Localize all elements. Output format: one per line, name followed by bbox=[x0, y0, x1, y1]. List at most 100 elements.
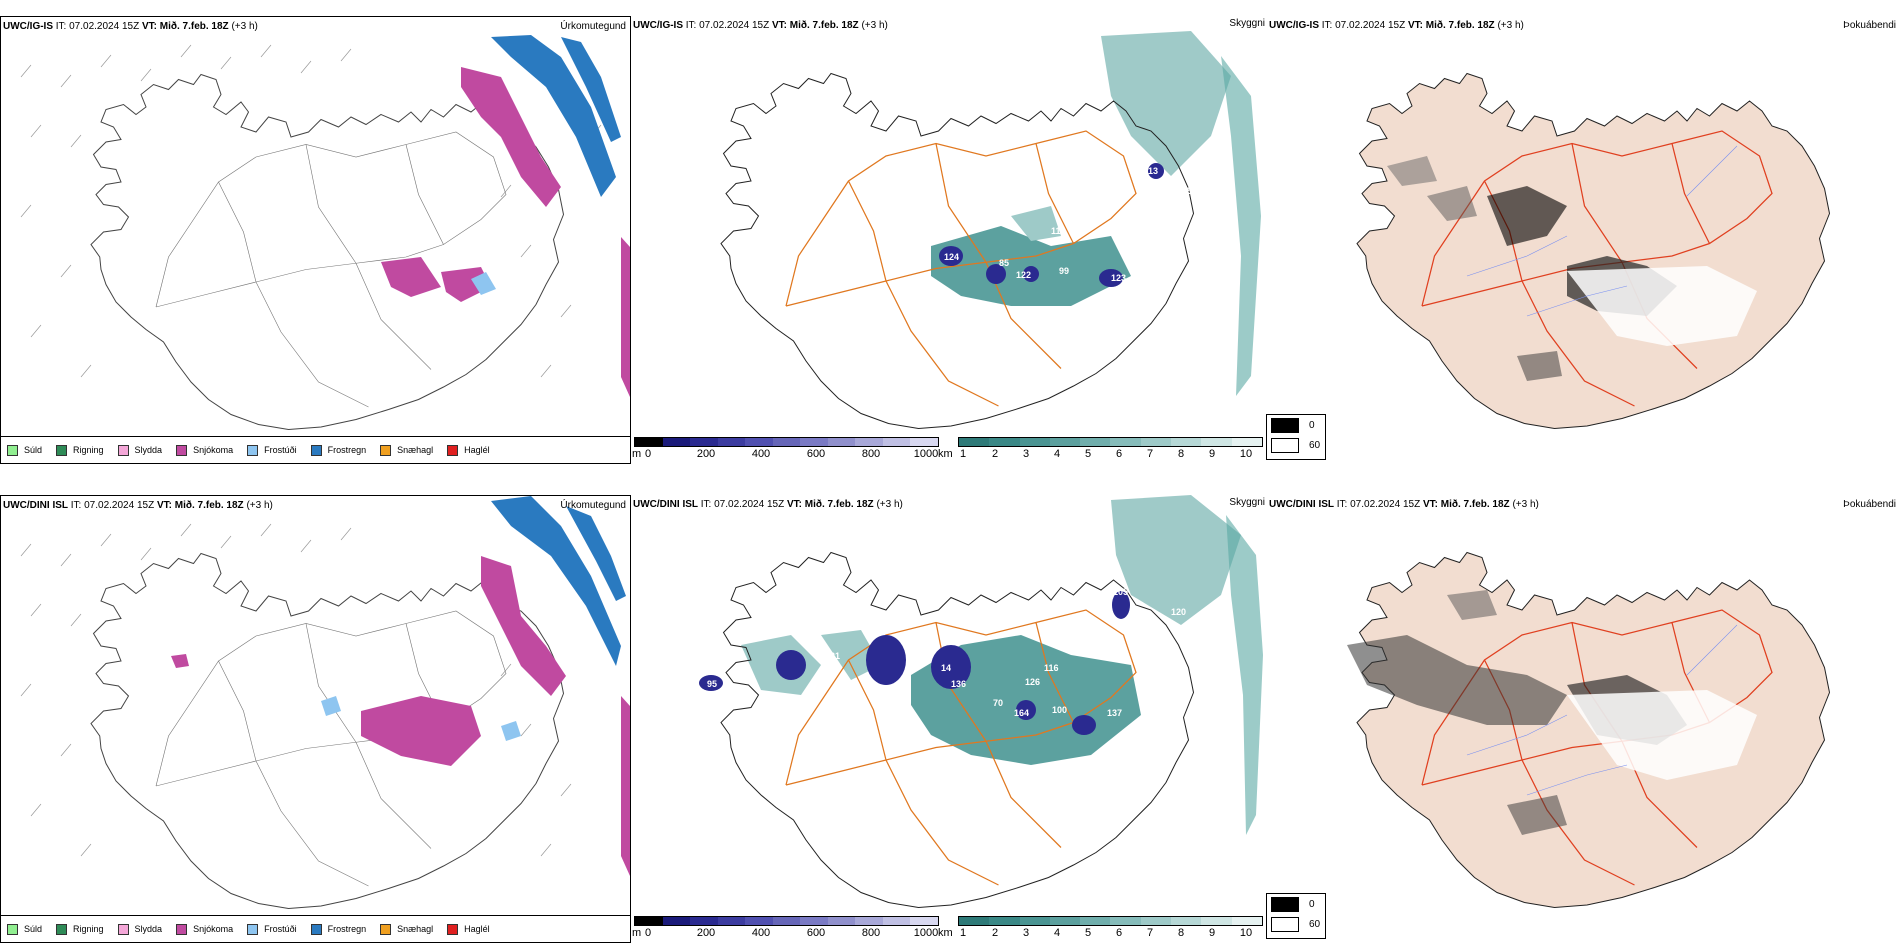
colorbar-ticks: km 1 2 3 4 5 6 7 8 9 10 bbox=[938, 926, 1263, 940]
legend-swatch bbox=[380, 923, 392, 935]
cloud-number: 105 bbox=[1113, 587, 1128, 597]
legend-swatch bbox=[1271, 916, 1299, 932]
tick-label: 400 bbox=[751, 448, 771, 460]
tick-label: 200 bbox=[696, 927, 716, 939]
panel-title: UWC/DINI ISL IT: 07.02.2024 15Z VT: Mið.… bbox=[3, 500, 273, 511]
legend-swatch bbox=[380, 444, 392, 456]
colorbar-unit: m bbox=[632, 448, 642, 460]
legend-swatch bbox=[56, 444, 68, 456]
cloud-number: 25 bbox=[896, 246, 906, 256]
cloud-number: 14 bbox=[941, 663, 951, 673]
fog-legend-item: 0 bbox=[1267, 894, 1325, 914]
snow-areas bbox=[381, 67, 561, 302]
visibility-colorbar-2: km 1 2 3 4 5 6 7 8 9 10 bbox=[938, 916, 1263, 942]
tick-label: 1 bbox=[959, 448, 967, 460]
tick-label: 600 bbox=[806, 927, 826, 939]
tick-label: 10 bbox=[1239, 927, 1253, 939]
panel-label: Úrkomutegund bbox=[560, 21, 626, 32]
legend-swatch bbox=[176, 923, 188, 935]
visibility-shading bbox=[931, 31, 1261, 396]
cloud-number: 164 bbox=[1014, 708, 1029, 718]
cloud-number: 122 bbox=[1016, 270, 1031, 280]
tick-label: 200 bbox=[696, 448, 716, 460]
legend-swatch bbox=[247, 444, 259, 456]
cloud-number: 43 bbox=[1153, 694, 1163, 704]
cloud-number: 123 bbox=[1111, 273, 1126, 283]
colorbar-ticks: km 1 2 3 4 5 6 7 8 9 10 bbox=[938, 447, 1263, 461]
height-colorbar-2: m 0 200 400 600 800 1000 bbox=[632, 916, 939, 942]
tick-label: 9 bbox=[1208, 448, 1216, 460]
fog-legend-2: 0 60 bbox=[1266, 893, 1326, 939]
visibility-colorbar-1: km 1 2 3 4 5 6 7 8 9 10 bbox=[938, 437, 1263, 463]
cloud-number: 124 bbox=[944, 252, 959, 262]
panel-label: Þokuábendi bbox=[1843, 499, 1896, 510]
legend-swatch bbox=[176, 444, 188, 456]
cloud-number: 126 bbox=[1025, 677, 1040, 687]
tick-label: 1 bbox=[959, 927, 967, 939]
legend-item: Haglél bbox=[447, 444, 490, 456]
snow-areas bbox=[171, 556, 566, 766]
legend-item: Slydda bbox=[117, 444, 162, 456]
colorbar-cells bbox=[634, 437, 939, 447]
legend-item: Rigning bbox=[56, 444, 104, 456]
cloud-number: 86 bbox=[895, 685, 905, 695]
legend-item: Frostúði bbox=[247, 923, 297, 935]
visibility-shading bbox=[741, 495, 1263, 835]
precip-type-map-2 bbox=[20, 496, 630, 910]
tick-label: 5 bbox=[1084, 927, 1092, 939]
cloud-base-labels: 13 395 114 124 25 122 99 123 85 bbox=[896, 166, 1192, 283]
legend-swatch bbox=[247, 923, 259, 935]
fog-shading bbox=[1387, 156, 1757, 381]
tick-label: 6 bbox=[1115, 448, 1123, 460]
tick-label: 400 bbox=[751, 927, 771, 939]
cloud-number: 95 bbox=[707, 679, 717, 689]
cloud-number: 137 bbox=[1107, 708, 1122, 718]
tick-label: 7 bbox=[1146, 927, 1154, 939]
rivers bbox=[1466, 145, 1738, 317]
panel-label: Skyggni bbox=[1229, 497, 1265, 508]
cloud-number: 116 bbox=[1044, 663, 1059, 673]
legend-item: Haglél bbox=[447, 923, 490, 935]
tick-label: 3 bbox=[1022, 927, 1030, 939]
freezing-rain-areas bbox=[491, 35, 621, 197]
tick-label: 1000 bbox=[913, 448, 939, 460]
panel-title: UWC/IG-IS IT: 07.02.2024 15Z VT: Mið. 7.… bbox=[3, 21, 258, 32]
legend-item: Snæhagl bbox=[380, 923, 433, 935]
precip-type-map-1 bbox=[20, 35, 630, 431]
fog-map-2 bbox=[1347, 551, 1831, 909]
fog-panel-1: UWC/IG-IS IT: 07.02.2024 15Z VT: Mið. 7.… bbox=[1267, 16, 1900, 464]
visibility-panel-1: 13 395 114 124 25 122 99 123 85 UWC/IG-I… bbox=[631, 16, 1267, 464]
tick-label: 600 bbox=[806, 448, 826, 460]
fog-legend-item: 60 bbox=[1267, 914, 1325, 934]
legend-item: Rigning bbox=[56, 923, 104, 935]
cloud-number: 85 bbox=[999, 258, 1009, 268]
tick-label: 800 bbox=[861, 927, 881, 939]
fog-map-1 bbox=[1356, 72, 1831, 430]
fog-legend-1: 0 60 bbox=[1266, 414, 1326, 460]
tick-label: 7 bbox=[1146, 448, 1154, 460]
legend-item: Snæhagl bbox=[380, 444, 433, 456]
tick-label: 800 bbox=[861, 448, 881, 460]
tick-label: 3 bbox=[1022, 448, 1030, 460]
freezing-rain-areas bbox=[491, 496, 626, 666]
precip-type-panel-2: UWC/DINI ISL IT: 07.02.2024 15Z VT: Mið.… bbox=[0, 495, 631, 943]
panel-label: Úrkomutegund bbox=[560, 500, 626, 511]
tick-label: 4 bbox=[1053, 927, 1061, 939]
cloud-number: 70 bbox=[993, 698, 1003, 708]
panel-title: UWC/DINI ISL IT: 07.02.2024 15Z VT: Mið.… bbox=[1269, 499, 1539, 510]
tick-label: 10 bbox=[1239, 448, 1253, 460]
legend-item: Frostregn bbox=[310, 923, 366, 935]
panel-label: Þokuábendi bbox=[1843, 20, 1896, 31]
legend-swatch bbox=[56, 923, 68, 935]
tick-label: 6 bbox=[1115, 927, 1123, 939]
cloud-number: 114 bbox=[1051, 226, 1066, 236]
cloud-base-patches bbox=[699, 591, 1130, 735]
wind-barbs bbox=[20, 44, 602, 378]
tick-label: 4 bbox=[1053, 448, 1061, 460]
cloud-number: 99 bbox=[1059, 266, 1069, 276]
colorbar-cells bbox=[634, 916, 939, 926]
panel-title: UWC/IG-IS IT: 07.02.2024 15Z VT: Mið. 7.… bbox=[1269, 20, 1524, 31]
cloud-base-patches bbox=[939, 163, 1164, 287]
tick-label: 5 bbox=[1084, 448, 1092, 460]
precip-legend: Súld Rigning Slydda Snjókoma Frostúði Fr… bbox=[1, 915, 630, 942]
